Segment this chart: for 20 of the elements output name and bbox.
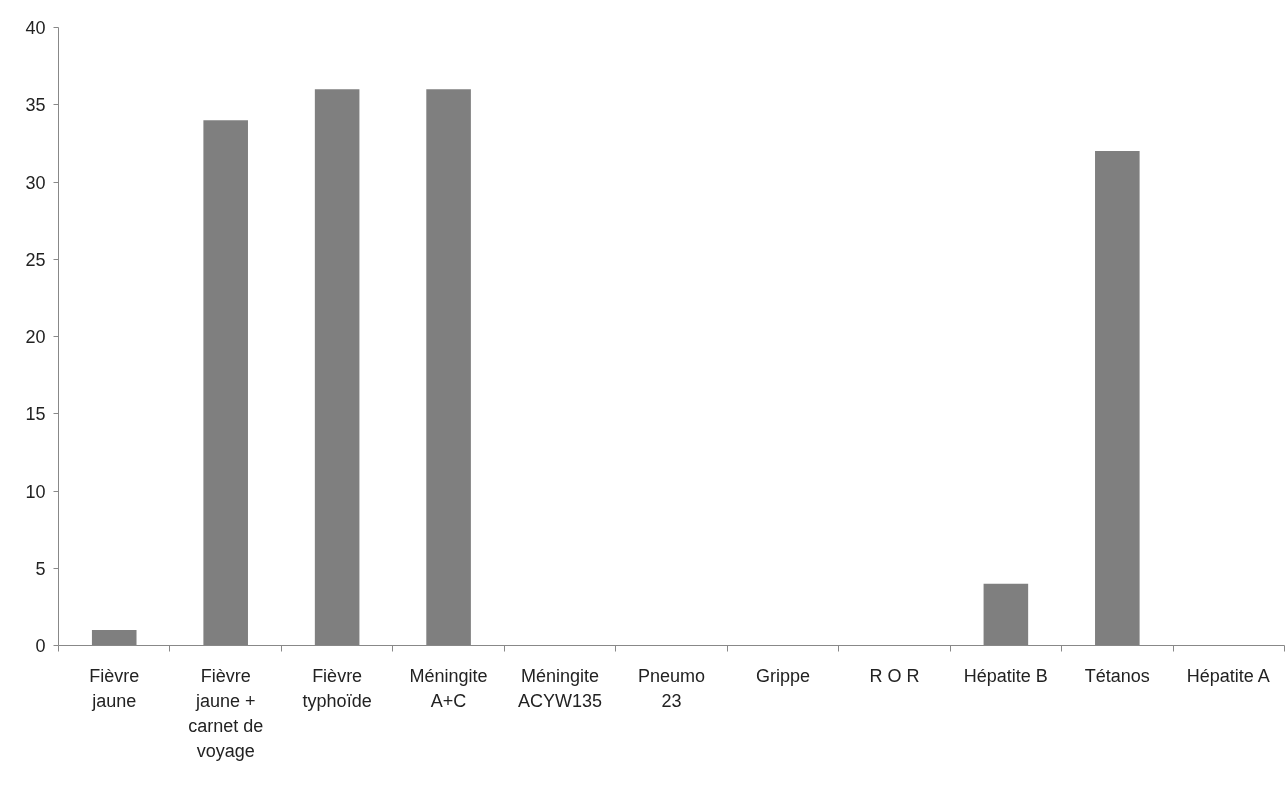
y-tick-label: 15	[25, 404, 46, 425]
x-tick-label: Grippe	[755, 665, 810, 686]
y-tick-label: 0	[35, 636, 46, 656]
y-tick-label: 30	[25, 172, 46, 193]
y-tick-label: 5	[35, 558, 46, 579]
x-tick-label: Hépatite B	[963, 665, 1048, 686]
x-tick-label: Fièvre jaune	[89, 665, 140, 711]
x-tick-label: Fièvre typhoïde	[302, 665, 372, 711]
x-tick-label: R O R	[869, 665, 920, 686]
x-tick-label: Méningite ACYW135	[518, 665, 603, 711]
x-tick-label: Hépatite A	[1186, 665, 1270, 686]
x-tick-label: Méningite A+C	[409, 665, 488, 711]
y-tick-label: 20	[25, 327, 46, 347]
x-tick-label: Pneumo 23	[637, 665, 706, 711]
x-tick-label: Fièvre jaune + carnet de voyage	[188, 665, 264, 761]
y-tick-label: 35	[25, 95, 46, 116]
y-tick-label: 40	[25, 18, 46, 38]
x-tick-label: Tétanos	[1084, 665, 1150, 686]
y-tick-label: 10	[25, 481, 46, 502]
y-tick-label: 25	[25, 249, 46, 270]
